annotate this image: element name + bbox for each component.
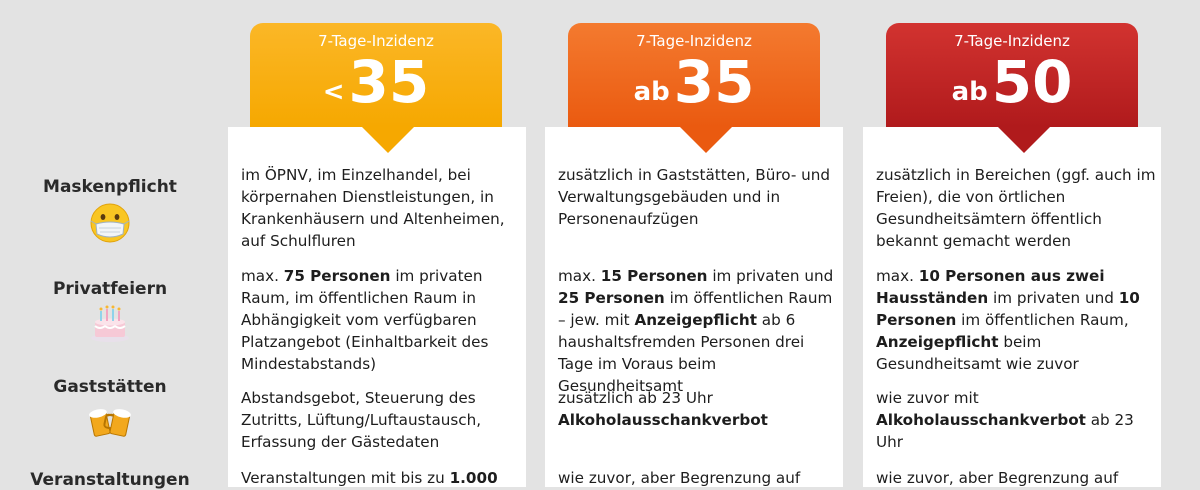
incidence-header-from-50: 7-Tage-Inzidenz ab50 <box>886 23 1138 153</box>
cell-text-part: max. <box>241 267 284 285</box>
cell-text-part: im öffentlichen Raum – jew. mit <box>558 289 833 329</box>
header-prefix: ab <box>633 77 670 107</box>
cell-text-part: 10 Personen aus zwei Hausständen <box>876 267 1105 307</box>
header-prefix: < <box>322 77 345 107</box>
cell-maskenpflicht-2: zusätzlich in Gaststätten, Büro- und Ver… <box>558 164 838 230</box>
cell-text-part: im ÖPNV, im Einzelhandel, bei körpernahe… <box>241 166 505 250</box>
cell-text-part: zusätzlich in Bereichen (ggf. auch im Fr… <box>876 166 1156 250</box>
birthday-cake-icon <box>91 305 129 342</box>
column-panel-1 <box>228 127 526 487</box>
column-panel-3 <box>863 127 1161 487</box>
header-value: 35 <box>348 48 430 116</box>
cell-text-part: 75 Personen <box>283 267 391 285</box>
row-label-privatfeiern: Privatfeiern <box>52 279 168 299</box>
cell-text-part: wie zuvor, aber Begrenzung auf <box>558 469 801 487</box>
cell-privatfeiern-3: max. 10 Personen aus zwei Hausständen im… <box>876 265 1156 375</box>
header-label: 7-Tage-Inzidenz <box>954 32 1070 50</box>
beer-mugs-icon <box>89 409 131 437</box>
cell-text-part: im privaten und <box>988 289 1119 307</box>
cell-text-part: 10 Personen <box>876 289 1140 329</box>
row-label-gaststaetten: Gaststätten <box>53 377 167 397</box>
cell-text-part: max. <box>876 267 919 285</box>
cell-text-part: Veranstaltungen mit bis zu <box>241 469 450 487</box>
cell-text-part: wie zuvor mit <box>876 389 979 407</box>
cell-text-part: Anzeigepflicht <box>876 333 999 351</box>
cell-text-part: Alkoholausschankverbot <box>558 411 768 429</box>
cell-text-part: im öffentlichen Raum, <box>956 311 1129 329</box>
header-value: 35 <box>673 48 755 116</box>
row-label-veranstaltungen: Veranstaltungen <box>30 470 190 490</box>
header-pointer <box>998 127 1050 153</box>
cell-text-part: Abstandsgebot, Steuerung des Zutritts, L… <box>241 389 482 451</box>
incidence-header-from-35: 7-Tage-Inzidenz ab35 <box>568 23 820 153</box>
cell-text-part: beim Gesundheitsamt wie zuvor <box>876 333 1079 373</box>
cell-maskenpflicht-1: im ÖPNV, im Einzelhandel, bei körpernahe… <box>241 164 521 252</box>
cell-text-part: Anzeigepflicht <box>634 311 757 329</box>
cell-text-part: 1.000 <box>449 469 498 487</box>
header-label: 7-Tage-Inzidenz <box>318 32 434 50</box>
cell-text-part: zusätzlich in Gaststätten, Büro- und Ver… <box>558 166 831 228</box>
header-value: 50 <box>991 48 1073 116</box>
column-3-content: zusätzlich in Bereichen (ggf. auch im Fr… <box>863 127 1161 487</box>
cell-veranstaltungen-3: wie zuvor, aber Begrenzung auf <box>876 467 1156 489</box>
cell-gaststaetten-1: Abstandsgebot, Steuerung des Zutritts, L… <box>241 387 521 453</box>
cell-text-part: 15 Personen <box>600 267 708 285</box>
cell-maskenpflicht-3: zusätzlich in Bereichen (ggf. auch im Fr… <box>876 164 1156 252</box>
cell-text-part: im privaten Raum, im öffentlichen Raum i… <box>241 267 489 373</box>
cell-text-part: Alkoholausschankverbot <box>876 411 1086 429</box>
cell-text-part: ab 6 haushaltsfremden Personen drei Tage… <box>558 311 805 395</box>
column-1-content: im ÖPNV, im Einzelhandel, bei körpernahe… <box>228 127 526 487</box>
cell-gaststaetten-2: zusätzlich ab 23 Uhr Alkoholausschankver… <box>558 387 838 431</box>
cell-text-part: ab 23 Uhr <box>876 411 1134 451</box>
cell-veranstaltungen-2: wie zuvor, aber Begrenzung auf <box>558 467 838 489</box>
cell-text-part: im privaten und <box>707 267 834 285</box>
header-pointer <box>362 127 414 153</box>
cell-privatfeiern-2: max. 15 Personen im privaten und 25 Pers… <box>558 265 838 397</box>
cell-text-part: max. <box>558 267 601 285</box>
row-label-maskenpflicht: Maskenpflicht <box>43 177 177 197</box>
cell-veranstaltungen-1: Veranstaltungen mit bis zu 1.000 <box>241 467 521 489</box>
cell-text-part: wie zuvor, aber Begrenzung auf <box>876 469 1119 487</box>
cell-gaststaetten-3: wie zuvor mit Alkoholausschankverbot ab … <box>876 387 1156 453</box>
cell-text-part: 25 Personen <box>558 289 665 307</box>
header-prefix: ab <box>951 77 988 107</box>
cell-privatfeiern-1: max. 75 Personen im privaten Raum, im öf… <box>241 265 521 375</box>
column-2-content: zusätzlich in Gaststätten, Büro- und Ver… <box>545 127 843 487</box>
incidence-header-below-35: 7-Tage-Inzidenz <35 <box>250 23 502 153</box>
cell-text-part: zusätzlich ab 23 Uhr <box>558 389 713 407</box>
header-label: 7-Tage-Inzidenz <box>636 32 752 50</box>
header-pointer <box>680 127 732 153</box>
face-with-mask-icon <box>90 203 130 243</box>
column-panel-2 <box>545 127 843 487</box>
